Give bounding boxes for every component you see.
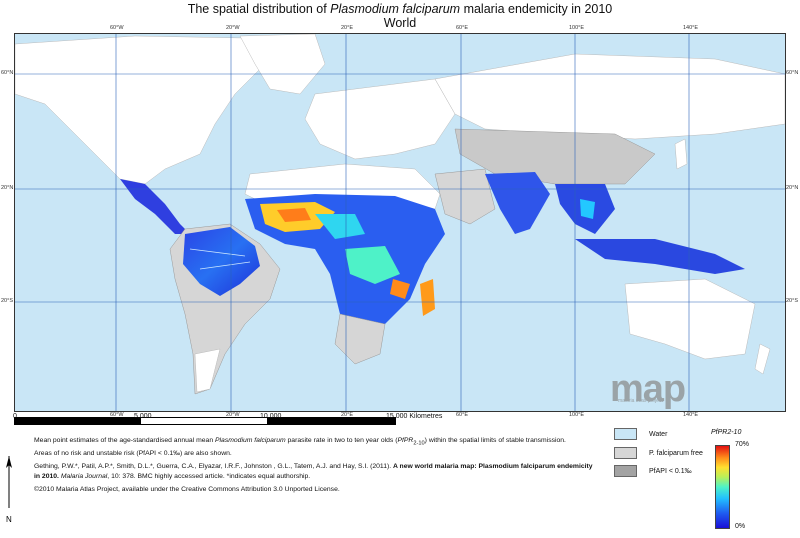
- north-asia: [434, 53, 785, 140]
- lat-tick-right: 60°N: [786, 70, 799, 76]
- scale-label: 0: [13, 413, 17, 420]
- india-risk: [485, 172, 550, 234]
- north-america: [15, 35, 266, 185]
- map-notes: Mean point estimates of the age-standard…: [34, 436, 594, 499]
- lat-tick-left: 20°N: [1, 185, 14, 191]
- lon-tick-bottom: 100°E: [569, 412, 585, 418]
- lat-tick-left: 60°N: [1, 70, 14, 76]
- lat-tick-left: 20°S: [1, 298, 13, 304]
- description: Mean point estimates of the age-standard…: [34, 437, 566, 457]
- south-america-south: [194, 348, 221, 393]
- lon-tick-bottom: 60°W: [110, 412, 124, 418]
- lat-tick-right: 20°S: [786, 298, 798, 304]
- lon-tick-top: 60°E: [456, 25, 468, 31]
- lon-tick-top: 100°E: [569, 25, 585, 31]
- legend-swatch: [614, 465, 637, 477]
- japan: [674, 138, 688, 170]
- title-line-1: The spatial distribution of Plasmodium f…: [187, 2, 613, 16]
- europe: [304, 78, 456, 160]
- graticule: [15, 34, 785, 411]
- world-map-canvas: [15, 34, 785, 411]
- southern-africa: [334, 313, 386, 365]
- legend-item-water: Water: [614, 428, 667, 440]
- scale-label: 5,000: [134, 413, 152, 420]
- world-map: [14, 33, 786, 412]
- legend-label: Water: [649, 430, 668, 438]
- legend-label: P. falciparum free: [649, 449, 703, 457]
- colorbar-max: 70%: [735, 441, 750, 448]
- lon-tick-top: 60°W: [110, 25, 124, 31]
- north-label: N: [6, 515, 12, 524]
- greenland: [239, 34, 326, 95]
- madagascar: [420, 279, 435, 316]
- title-line-2: World: [383, 16, 417, 30]
- scale-bar: [14, 417, 396, 425]
- amazon-risk: [183, 227, 260, 296]
- colorbar: [715, 445, 730, 529]
- new-zealand: [754, 343, 771, 375]
- scale-label: 10,000: [260, 413, 282, 420]
- colorbar-title: PfPR2-10: [711, 429, 742, 436]
- scale-segment: [141, 418, 267, 424]
- arabia: [434, 168, 496, 225]
- lon-tick-top: 140°E: [683, 25, 699, 31]
- legend-swatch: [614, 447, 637, 459]
- indonesia-risk: [575, 239, 745, 274]
- copyright: ©2010 Malaria Atlas Project, available u…: [34, 486, 340, 494]
- map-logo: map: [610, 368, 686, 410]
- legend-label: PfAPI < 0.1‰: [649, 467, 692, 475]
- north-arrow-icon: N: [6, 456, 12, 524]
- scale-label: 15,000 Kilometres: [386, 413, 443, 420]
- central-america: [120, 179, 190, 234]
- lon-tick-top: 20°E: [341, 25, 353, 31]
- lon-tick-bottom: 60°E: [456, 412, 468, 418]
- map-logo-subtext: malaria atlas project: [618, 398, 663, 404]
- legend-item-unstable: PfAPI < 0.1‰: [614, 465, 692, 477]
- australia: [624, 278, 756, 360]
- lon-tick-bottom: 20°W: [226, 412, 240, 418]
- lon-tick-top: 20°W: [226, 25, 240, 31]
- lat-tick-right: 20°N: [786, 185, 799, 191]
- lon-tick-bottom: 140°E: [683, 412, 699, 418]
- citation: Gething, P.W.*, Patil, A.P.*, Smith, D.L…: [34, 463, 593, 480]
- legend-item-pf-free: P. falciparum free: [614, 447, 703, 459]
- map-title: The spatial distribution of Plasmodium f…: [0, 2, 800, 30]
- lon-tick-bottom: 20°E: [341, 412, 353, 418]
- colorbar-min: 0%: [735, 523, 746, 530]
- legend-swatch: [614, 428, 637, 440]
